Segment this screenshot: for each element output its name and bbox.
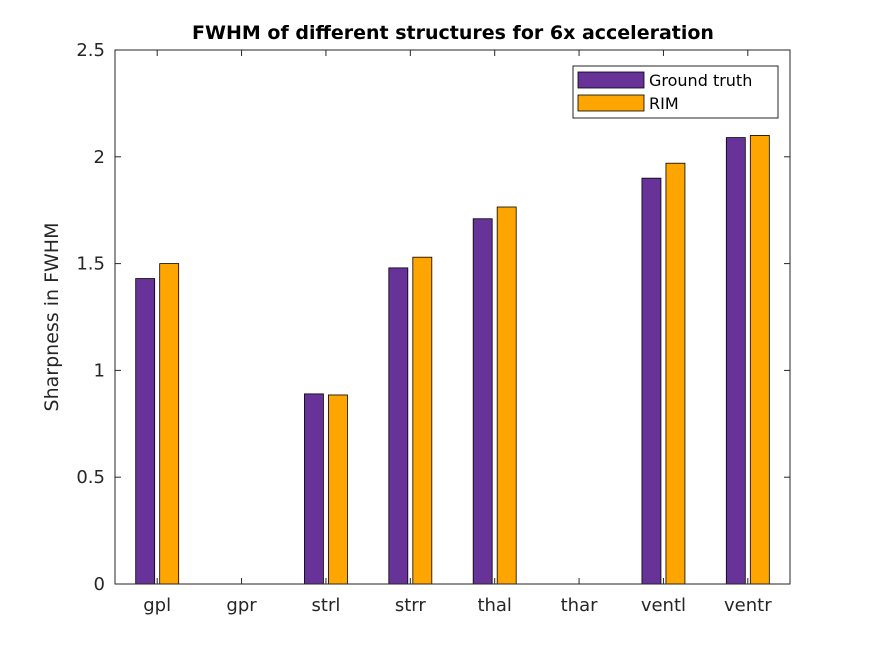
legend-label: RIM (649, 94, 679, 113)
legend-swatch-rim (577, 94, 645, 112)
bar-rim-thal (496, 206, 517, 585)
bar-rim-ventl (665, 162, 686, 585)
x-tick-label: thar (561, 595, 598, 616)
y-tick-label: 1 (94, 360, 105, 381)
x-tick-label: gpr (226, 595, 257, 616)
x-tick-label: ventl (641, 595, 686, 616)
bar-ground-truth-strr (388, 267, 409, 585)
y-tick-label: 2.5 (76, 40, 105, 61)
x-tick-label: thal (477, 595, 512, 616)
bar-ground-truth-ventl (641, 177, 662, 585)
legend: Ground truth RIM (572, 65, 779, 119)
axes-group: 0 0.5 1 1.5 2 2.5 gpl gpr strl strr thal thar ventl v… (76, 40, 791, 616)
bar-ground-truth-strl (304, 393, 324, 585)
y-tick-label: 0.5 (76, 467, 105, 488)
bar-rim-strr (412, 256, 433, 585)
x-tick-label: gpl (143, 595, 171, 616)
x-tick-label: strl (312, 595, 341, 616)
y-tick-label: 0 (94, 574, 105, 595)
bar-ground-truth-thal (472, 218, 493, 585)
plot-area (115, 50, 790, 584)
x-tick-label: strr (395, 595, 427, 616)
bars-group (135, 135, 770, 585)
legend-swatch-ground-truth (577, 71, 645, 89)
bar-ground-truth-ventr (725, 137, 746, 585)
chart-title: FWHM of different structures for 6x acce… (192, 22, 714, 44)
x-tick-label: ventr (724, 595, 772, 616)
legend-label: Ground truth (649, 71, 752, 90)
y-tick-label: 1.5 (76, 254, 105, 275)
bar-rim-gpl (159, 263, 180, 585)
bar-ground-truth-gpl (135, 278, 156, 585)
y-tick-label: 2 (94, 147, 105, 168)
bar-rim-ventr (749, 135, 770, 585)
bar-rim-strl (328, 394, 348, 585)
y-axis-label: Sharpness in FWHM (41, 223, 63, 412)
plot-frame (114, 49, 791, 585)
